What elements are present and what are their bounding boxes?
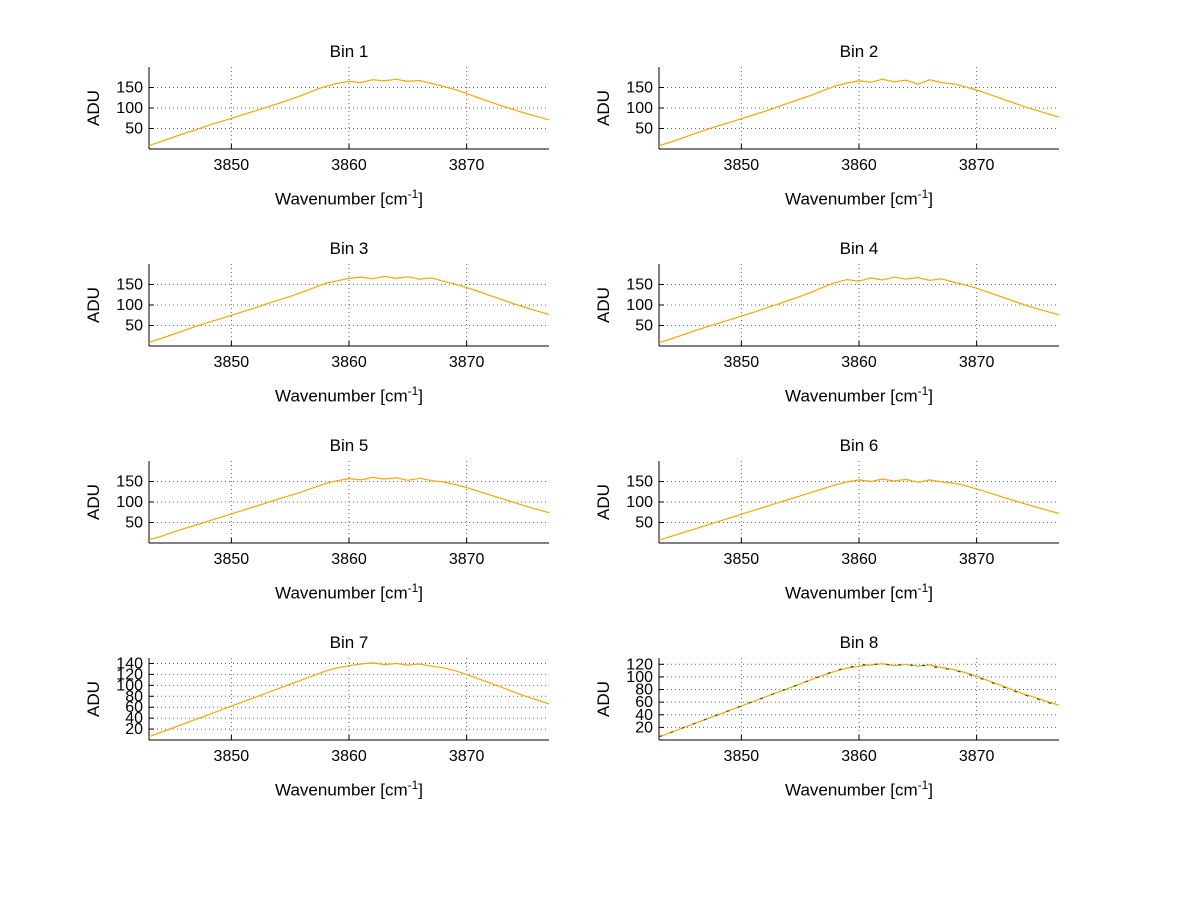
svg-text:120: 120 bbox=[626, 656, 653, 673]
x-axis-label: Wavenumber [cm-1] bbox=[275, 581, 423, 603]
plot-title: Bin 2 bbox=[839, 42, 879, 61]
svg-text:50: 50 bbox=[125, 515, 143, 532]
svg-text:50: 50 bbox=[635, 515, 653, 532]
svg-text:3870: 3870 bbox=[959, 551, 995, 568]
subplot-bin-4: Bin 4 3850 3860 3870 50 100 150 ADU Wavenumber… bbox=[595, 239, 1065, 407]
svg-text:3870: 3870 bbox=[449, 551, 485, 568]
svg-text:ADU: ADU bbox=[85, 681, 103, 717]
svg-text:3860: 3860 bbox=[841, 551, 877, 568]
figure-canvas: Bin 1 3850 3860 3870 50 100 150 ADU Wavenumber… bbox=[85, 42, 1065, 801]
plot-title: Bin 7 bbox=[329, 633, 369, 652]
x-axis-label: Wavenumber [cm-1] bbox=[275, 384, 423, 406]
plot-area-bin-3: 3850 3860 3870 50 100 150 ADU bbox=[85, 264, 550, 371]
x-axis-label: Wavenumber [cm-1] bbox=[785, 581, 933, 603]
svg-text:150: 150 bbox=[626, 80, 653, 97]
plot-title: Bin 8 bbox=[839, 633, 879, 652]
svg-text:3850: 3850 bbox=[214, 748, 250, 765]
svg-text:3850: 3850 bbox=[724, 748, 760, 765]
plot-title: Bin 1 bbox=[329, 42, 369, 61]
svg-text:100: 100 bbox=[116, 100, 143, 117]
plot-title: Bin 6 bbox=[839, 436, 879, 455]
subplot-bin-7: Bin 7 3850 3860 3870 20 40 60 80 100 120 140 ADU W… bbox=[85, 633, 555, 801]
x-axis-label: Wavenumber [cm-1] bbox=[275, 778, 423, 800]
svg-text:150: 150 bbox=[116, 80, 143, 97]
plot-title: Bin 3 bbox=[329, 239, 369, 258]
svg-text:3850: 3850 bbox=[724, 551, 760, 568]
svg-text:60: 60 bbox=[125, 699, 143, 716]
plot-area-bin-2: 3850 3860 3870 50 100 150 ADU bbox=[595, 67, 1060, 174]
svg-text:ADU: ADU bbox=[85, 484, 103, 520]
svg-text:50: 50 bbox=[635, 318, 653, 335]
svg-text:100: 100 bbox=[116, 297, 143, 314]
svg-text:80: 80 bbox=[635, 682, 653, 699]
svg-text:100: 100 bbox=[626, 297, 653, 314]
svg-text:80: 80 bbox=[125, 688, 143, 705]
svg-text:3860: 3860 bbox=[331, 354, 367, 371]
plot-area-bin-6: 3850 3860 3870 50 100 150 ADU bbox=[595, 461, 1060, 568]
subplot-bin-8: Bin 8 3850 3860 3870 20 40 60 80 100 120 ADU Wave… bbox=[595, 633, 1065, 801]
svg-text:50: 50 bbox=[125, 121, 143, 138]
svg-text:3870: 3870 bbox=[959, 157, 995, 174]
svg-text:ADU: ADU bbox=[595, 90, 613, 126]
svg-text:50: 50 bbox=[635, 121, 653, 138]
plot-area-bin-4: 3850 3860 3870 50 100 150 ADU bbox=[595, 264, 1060, 371]
plot-area-bin-5: 3850 3860 3870 50 100 150 ADU bbox=[85, 461, 550, 568]
svg-text:150: 150 bbox=[626, 277, 653, 294]
svg-text:ADU: ADU bbox=[595, 287, 613, 323]
svg-text:3860: 3860 bbox=[331, 551, 367, 568]
svg-text:100: 100 bbox=[626, 669, 653, 686]
svg-text:100: 100 bbox=[116, 677, 143, 694]
svg-text:100: 100 bbox=[626, 100, 653, 117]
svg-text:20: 20 bbox=[635, 719, 653, 736]
svg-text:150: 150 bbox=[626, 474, 653, 491]
x-axis-label: Wavenumber [cm-1] bbox=[785, 778, 933, 800]
svg-text:100: 100 bbox=[626, 494, 653, 511]
x-axis-label: Wavenumber [cm-1] bbox=[275, 187, 423, 209]
svg-text:ADU: ADU bbox=[595, 484, 613, 520]
subplot-bin-2: Bin 2 3850 3860 3870 50 100 150 ADU Wavenumber… bbox=[595, 42, 1065, 210]
subplot-bin-5: Bin 5 3850 3860 3870 50 100 150 ADU Wavenumber… bbox=[85, 436, 555, 604]
svg-text:3860: 3860 bbox=[331, 748, 367, 765]
svg-text:3850: 3850 bbox=[214, 551, 250, 568]
svg-text:3860: 3860 bbox=[841, 354, 877, 371]
subplot-bin-1: Bin 1 3850 3860 3870 50 100 150 ADU Wavenumber… bbox=[85, 42, 555, 210]
plot-title: Bin 4 bbox=[839, 239, 879, 258]
svg-text:150: 150 bbox=[116, 474, 143, 491]
svg-text:3860: 3860 bbox=[841, 157, 877, 174]
svg-text:120: 120 bbox=[116, 666, 143, 683]
subplot-bin-6: Bin 6 3850 3860 3870 50 100 150 ADU Wavenumber… bbox=[595, 436, 1065, 604]
svg-text:3850: 3850 bbox=[214, 354, 250, 371]
svg-text:ADU: ADU bbox=[85, 90, 103, 126]
svg-text:3870: 3870 bbox=[959, 354, 995, 371]
svg-text:3870: 3870 bbox=[449, 354, 485, 371]
plot-title: Bin 5 bbox=[329, 436, 369, 455]
svg-text:3870: 3870 bbox=[959, 748, 995, 765]
svg-text:100: 100 bbox=[116, 494, 143, 511]
svg-text:3870: 3870 bbox=[449, 157, 485, 174]
svg-text:ADU: ADU bbox=[85, 287, 103, 323]
svg-text:150: 150 bbox=[116, 277, 143, 294]
svg-text:20: 20 bbox=[125, 721, 143, 738]
svg-text:40: 40 bbox=[635, 707, 653, 724]
svg-text:140: 140 bbox=[116, 655, 143, 672]
svg-text:40: 40 bbox=[125, 710, 143, 727]
x-axis-label: Wavenumber [cm-1] bbox=[785, 187, 933, 209]
svg-text:3860: 3860 bbox=[331, 157, 367, 174]
svg-text:3870: 3870 bbox=[449, 748, 485, 765]
plot-area-bin-1: 3850 3860 3870 50 100 150 ADU bbox=[85, 67, 550, 174]
svg-text:3850: 3850 bbox=[724, 354, 760, 371]
x-axis-label: Wavenumber [cm-1] bbox=[785, 384, 933, 406]
svg-text:3850: 3850 bbox=[214, 157, 250, 174]
svg-text:60: 60 bbox=[635, 694, 653, 711]
svg-text:3850: 3850 bbox=[724, 157, 760, 174]
svg-text:3860: 3860 bbox=[841, 748, 877, 765]
subplot-bin-3: Bin 3 3850 3860 3870 50 100 150 ADU Wavenumber… bbox=[85, 239, 555, 407]
svg-text:50: 50 bbox=[125, 318, 143, 335]
svg-text:ADU: ADU bbox=[595, 681, 613, 717]
